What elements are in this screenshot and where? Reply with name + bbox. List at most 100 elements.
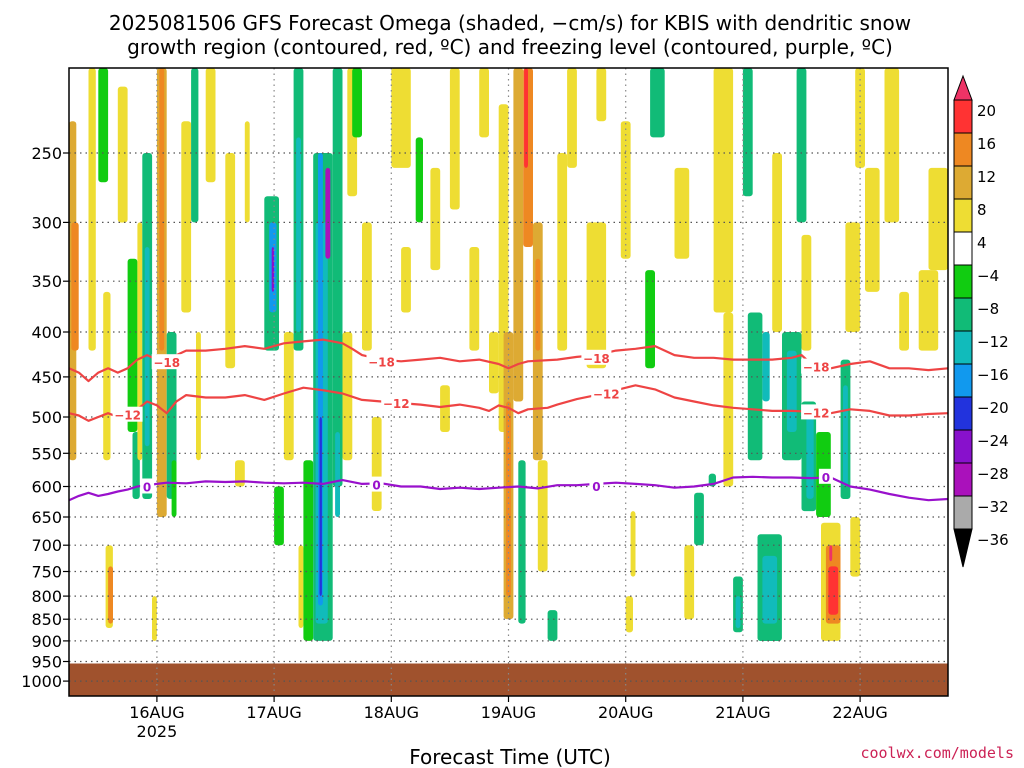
colorbar-label-13: −36: [977, 531, 1009, 549]
omega-patch-87: [762, 332, 770, 402]
omega-patch-52: [469, 247, 480, 351]
colorbar-label-0: 20: [977, 102, 996, 120]
colorbar-box-12: [953, 462, 973, 497]
contour-label-bg-3: [801, 358, 832, 374]
omega-patch-76: [684, 545, 695, 620]
colorbar-label-1: 16: [977, 135, 996, 153]
x-tick-label-0: 16AUG: [129, 703, 184, 722]
colorbar-box-9: [953, 363, 973, 398]
y-tick-label-850: 850: [31, 610, 62, 629]
y-axis-ticks: 250 300 350 400 450 500 550 600 650 700 750 800 850 9…: [21, 144, 69, 691]
y-tick-label-500: 500: [31, 408, 62, 427]
omega-patch-33: [303, 460, 314, 641]
omega-patch-86: [762, 555, 778, 624]
x-tick-label-1: 17AUG: [246, 703, 301, 722]
colorbar-label-6: −8: [977, 300, 999, 318]
omega-patch-57: [506, 401, 511, 597]
contour-label-bg-6: [591, 385, 622, 401]
omega-patch-16: [171, 460, 177, 517]
contour-label-7: −12: [803, 406, 830, 420]
chart-title-line-1: 2025081506 GFS Forecast Omega (shaded, −…: [109, 11, 911, 35]
omega-patch-53: [479, 68, 489, 138]
omega-patch-21: [205, 68, 216, 183]
contour-label-bg-10: [589, 477, 604, 493]
contour-label-bg-0: [151, 354, 182, 370]
omega-patch-7: [117, 86, 128, 223]
y-tick-label-950: 950: [31, 653, 62, 672]
x-tick-label-5: 21AUG: [715, 703, 770, 722]
x-tick-label-6: 22AUG: [832, 703, 887, 722]
omega-patch-107: [899, 291, 909, 351]
omega-patch-77: [694, 492, 704, 546]
omega-patch-92: [801, 234, 812, 351]
omega-patch-80: [723, 312, 734, 487]
contour-label-6: −12: [593, 388, 620, 402]
omega-patch-19: [191, 68, 199, 223]
y-tick-label-450: 450: [31, 368, 62, 387]
omega-patch-88: [772, 153, 782, 332]
omega-patch-2: [88, 68, 96, 351]
contour-label-0: −18: [153, 356, 180, 370]
colorbar-box-2: [953, 132, 973, 167]
omega-patch-15: [166, 332, 177, 499]
omega-patch-67: [567, 68, 577, 168]
omega-patch-108: [918, 270, 939, 351]
x-tick-label-2: 18AUG: [364, 703, 419, 722]
colorbar-label-8: −16: [977, 366, 1009, 384]
omega-patch-91: [796, 68, 807, 223]
omega-patch-24: [244, 121, 250, 223]
omega-patch-37: [319, 417, 322, 596]
colorbar-bottom-triangle: [953, 528, 973, 568]
omega-patch-29: [274, 486, 284, 546]
y-tick-label-800: 800: [31, 587, 62, 606]
omega-patch-3: [98, 68, 109, 183]
omega-patch-75: [674, 167, 690, 259]
omega-patch-65: [547, 610, 558, 641]
omega-patch-31: [296, 137, 301, 332]
colorbar-box-1: [953, 99, 973, 134]
contour-line-1: [68, 384, 949, 422]
omega-patch-99: [829, 545, 833, 562]
omega-patch-28: [283, 332, 294, 461]
colorbar-label-10: −24: [977, 432, 1009, 450]
omega-patch-22: [225, 153, 236, 369]
omega-patch-10: [137, 222, 143, 461]
omega-patch-40: [335, 432, 340, 517]
y-tick-label-300: 300: [31, 213, 62, 232]
contour-label-bg-8: [140, 478, 155, 494]
credit-text: coolwx.com/models: [860, 744, 1014, 762]
colorbar-label-2: 12: [977, 168, 996, 186]
omega-patch-32: [298, 545, 304, 628]
x-tick-label-3: 19AUG: [481, 703, 536, 722]
y-tick-label-750: 750: [31, 563, 62, 582]
omega-patch-105: [865, 167, 880, 292]
contour-label-bg-5: [381, 395, 412, 411]
omega-patch-4: [103, 291, 111, 461]
contour-label-3: −18: [803, 361, 830, 375]
omega-patch-64: [537, 460, 548, 572]
omega-patch-1: [71, 222, 79, 351]
colorbar-label-12: −32: [977, 498, 1009, 516]
y-tick-label-350: 350: [31, 272, 62, 291]
contour-label-bg-11: [818, 468, 833, 484]
omega-patch-71: [630, 511, 636, 577]
x-tick-label-4: 20AUG: [598, 703, 653, 722]
omega-patch-101: [843, 385, 848, 487]
contour-label-2: −18: [583, 352, 610, 366]
colorbar-box-10: [953, 396, 973, 431]
omega-patch-73: [645, 270, 655, 369]
omega-patch-104: [850, 517, 861, 577]
contour-label-bg-4: [112, 406, 143, 422]
x-tick-sublabel-0: 2025: [137, 722, 178, 741]
y-tick-label-650: 650: [31, 508, 62, 527]
omega-patch-49: [430, 167, 441, 271]
colorbar-box-11: [953, 429, 973, 464]
omega-patch-59: [518, 460, 526, 624]
colorbar-label-3: 8: [977, 201, 987, 219]
colorbar-box-6: [953, 264, 973, 299]
colorbar-box-7: [953, 297, 973, 332]
colorbar-label-7: −12: [977, 333, 1009, 351]
omega-patch-51: [449, 68, 460, 210]
